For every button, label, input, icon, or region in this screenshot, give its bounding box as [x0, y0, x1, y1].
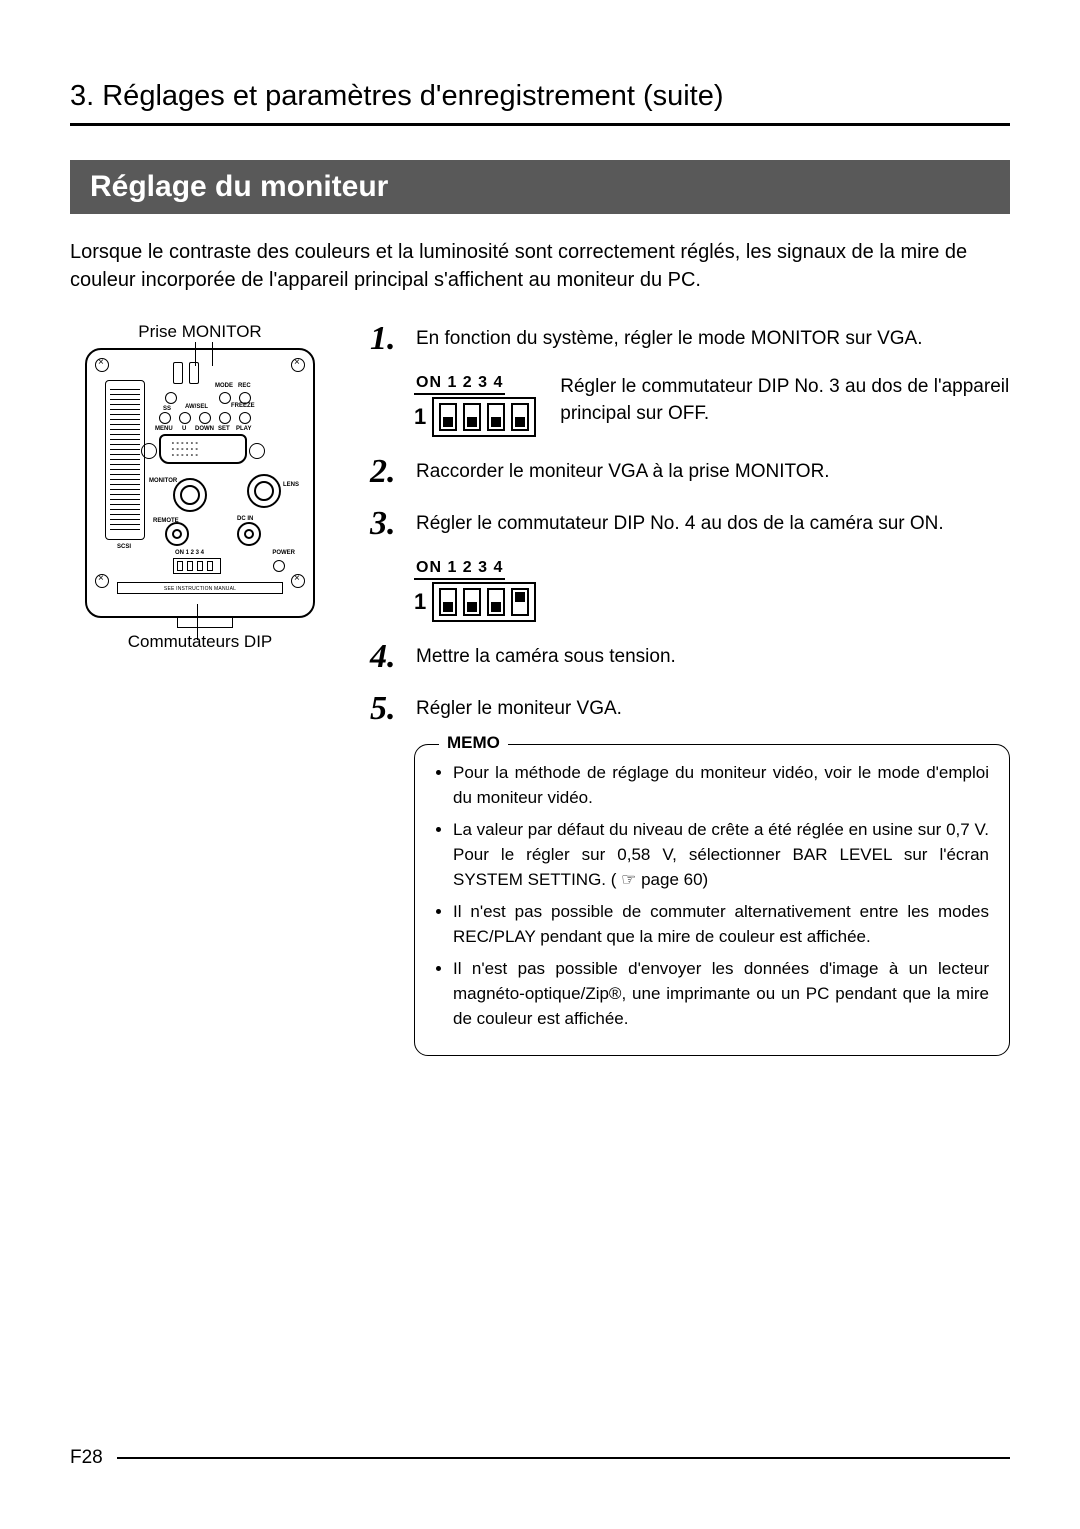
caption-bottom: Commutateurs DIP: [70, 632, 330, 652]
step-number: 4.: [370, 640, 404, 674]
dip-on-label: ON 1 2 3 4: [175, 550, 204, 556]
main-columns: Prise MONITOR SCSI SS AW/SEL MODE REC: [70, 322, 1010, 1056]
pointer-line: [197, 604, 198, 640]
screw-icon: [291, 574, 305, 588]
scsi-port: [105, 380, 145, 540]
lens-label: LENS: [283, 482, 299, 488]
section-heading: 3. Réglages et paramètres d'enregistreme…: [70, 80, 1010, 113]
memo-item: La valeur par défaut du niveau de crête …: [453, 818, 989, 892]
dip-switch-3: [487, 403, 505, 431]
title-bar: Réglage du moniteur: [70, 160, 1010, 214]
page-number: F28: [70, 1447, 103, 1469]
step-text: Régler le moniteur VGA.: [416, 692, 622, 723]
dcin-connector: [237, 522, 261, 546]
bottom-tab: [177, 616, 233, 628]
memo-item: Il n'est pas possible d'envoyer les donn…: [453, 957, 989, 1031]
memo-box: MEMO Pour la méthode de réglage du monit…: [414, 744, 1010, 1056]
remote-label: REMOTE: [153, 518, 179, 524]
memo-item: Pour la méthode de réglage du moniteur v…: [453, 761, 989, 810]
scsi-label: SCSI: [117, 544, 131, 550]
step-text: Raccorder le moniteur VGA à la prise MON…: [416, 455, 830, 486]
device-diagram: SCSI SS AW/SEL MODE REC MENU U DOWN SET …: [85, 348, 315, 618]
dcin-label: DC IN: [237, 516, 253, 522]
caption-top: Prise MONITOR: [70, 322, 330, 342]
step-4: 4. Mettre la caméra sous tension.: [370, 640, 1010, 674]
step-text: Mettre la caméra sous tension.: [416, 640, 676, 671]
memo-title: MEMO: [439, 733, 508, 753]
monitor-label: MONITOR: [149, 478, 177, 484]
step-number: 1.: [370, 322, 404, 356]
dip-arrow-icon: 1: [414, 406, 426, 428]
dip-side-text: Régler le commutateur DIP No. 3 au dos d…: [560, 374, 1010, 427]
dip-switch-4: [511, 403, 529, 431]
screw-icon: [95, 358, 109, 372]
step-number: 3.: [370, 507, 404, 541]
dip-switch-1: [439, 588, 457, 616]
dip-switch-2: [463, 588, 481, 616]
step-3: 3. Régler le commutateur DIP No. 4 au do…: [370, 507, 1010, 541]
power-led: [273, 560, 285, 572]
page-footer: F28: [70, 1447, 1010, 1469]
lens-connector: [247, 474, 281, 508]
memo-item: Il n'est pas possible de commuter altern…: [453, 900, 989, 949]
dip-mini: [173, 558, 221, 574]
power-label: POWER: [272, 550, 295, 556]
button-row-2: MENU U DOWN SET FREEZEPLAY: [159, 412, 251, 424]
dip-switch-box: [432, 582, 536, 622]
screw-icon: [95, 574, 109, 588]
vga-port: ∘∘∘∘∘∘∘∘∘∘∘∘∘∘∘∘∘∘: [159, 434, 247, 464]
right-column: 1. En fonction du système, régler le mod…: [370, 322, 1010, 1056]
monitor-connector: [173, 478, 207, 512]
instruction-strip: SEE INSTRUCTION MANUAL: [117, 582, 283, 594]
dip-switch-box: [432, 397, 536, 437]
footer-line: [117, 1457, 1010, 1459]
remote-connector: [165, 522, 189, 546]
dip-arrow-icon: 1: [414, 591, 426, 613]
step-text: Régler le commutateur DIP No. 4 au dos d…: [416, 507, 944, 538]
dip-header: ON 1 2 3 4: [414, 559, 505, 580]
step-2: 2. Raccorder le moniteur VGA à la prise …: [370, 455, 1010, 489]
dip-diagram-2: ON 1 2 3 4 1: [414, 559, 1010, 622]
dip-switch-4: [511, 588, 529, 616]
dip-diagram-1: ON 1 2 3 4 1 Régler le commutateur DIP N…: [414, 374, 1010, 437]
dip-header: ON 1 2 3 4: [414, 374, 505, 395]
page: 3. Réglages et paramètres d'enregistreme…: [0, 0, 1080, 1529]
memo-list: Pour la méthode de réglage du moniteur v…: [435, 761, 989, 1031]
step-number: 5.: [370, 692, 404, 726]
dip-switch-3: [487, 588, 505, 616]
divider: [70, 123, 1010, 126]
intro-text: Lorsque le contraste des couleurs et la …: [70, 238, 1010, 294]
dip-switch-2: [463, 403, 481, 431]
step-5: 5. Régler le moniteur VGA.: [370, 692, 1010, 726]
dip-switch-1: [439, 403, 457, 431]
top-slots: [173, 362, 199, 384]
step-text: En fonction du système, régler le mode M…: [416, 322, 923, 353]
screw-icon: [291, 358, 305, 372]
step-1: 1. En fonction du système, régler le mod…: [370, 322, 1010, 356]
pointer-line: [212, 342, 213, 366]
left-column: Prise MONITOR SCSI SS AW/SEL MODE REC: [70, 322, 330, 1056]
step-number: 2.: [370, 455, 404, 489]
